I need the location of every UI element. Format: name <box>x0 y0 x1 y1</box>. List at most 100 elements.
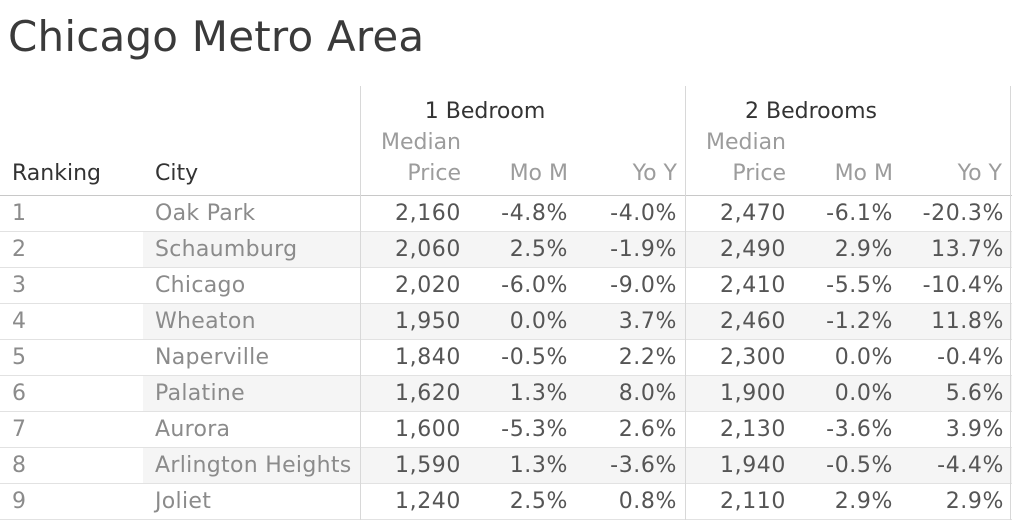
median-price-1br-cell[interactable]: 1,950 <box>360 304 469 339</box>
city-cell[interactable]: Schaumburg <box>143 232 360 267</box>
column-header-ranking[interactable]: Ranking <box>12 161 101 186</box>
yoy-1br-cell[interactable]: 0.8% <box>618 489 677 514</box>
pane-divider <box>685 86 686 520</box>
column-header-yoy-2br[interactable]: Yo Y <box>957 161 1002 186</box>
ranking-cell[interactable]: 5 <box>12 345 27 370</box>
median-price-2br-cell[interactable]: 2,300 <box>720 345 786 370</box>
group-header-1-bedroom[interactable]: 1 Bedroom <box>424 98 546 124</box>
group-header-spacer <box>0 86 360 130</box>
city-cell[interactable]: Arlington Heights <box>143 448 360 483</box>
mom-2br-cell[interactable]: -3.6% <box>826 417 893 442</box>
mom-2br-cell[interactable]: 0.0% <box>834 345 893 370</box>
city-cell[interactable]: Wheaton <box>143 304 360 339</box>
table-row: 1 Oak Park 2,160 -4.8% -4.0% 2,470 -6.1%… <box>0 196 1012 232</box>
median-price-1br-cell[interactable]: 2,160 <box>395 201 461 226</box>
yoy-1br-cell[interactable]: 2.2% <box>618 345 677 370</box>
ranking-cell[interactable]: 1 <box>12 201 27 226</box>
yoy-1br-cell[interactable]: -1.9% <box>576 232 685 267</box>
mom-2br-cell[interactable]: 2.9% <box>794 232 901 267</box>
median-price-2br-cell[interactable]: 1,900 <box>685 376 794 411</box>
mom-1br-cell[interactable]: 2.5% <box>509 489 568 514</box>
median-price-2br-cell[interactable]: 2,130 <box>720 417 786 442</box>
yoy-1br-cell[interactable]: -9.0% <box>610 273 677 298</box>
mom-1br-cell[interactable]: 2.5% <box>469 232 576 267</box>
yoy-1br-cell[interactable]: 3.7% <box>576 304 685 339</box>
table-row: 7 Aurora 1,600 -5.3% 2.6% 2,130 -3.6% 3.… <box>0 412 1012 448</box>
median-price-1br-cell[interactable]: 2,020 <box>395 273 461 298</box>
yoy-2br-cell[interactable]: -4.4% <box>901 448 1012 483</box>
city-cell[interactable]: Naperville <box>155 345 270 370</box>
pane-divider <box>1010 86 1011 520</box>
mom-2br-cell[interactable]: -6.1% <box>826 201 893 226</box>
mom-1br-cell[interactable]: -4.8% <box>501 201 568 226</box>
yoy-2br-cell[interactable]: -20.3% <box>922 201 1004 226</box>
yoy-2br-cell[interactable]: 2.9% <box>945 489 1004 514</box>
ranking-cell[interactable]: 7 <box>12 417 27 442</box>
city-cell[interactable]: Aurora <box>155 417 231 442</box>
column-header-mom-1br[interactable]: Mo M <box>509 161 568 186</box>
table-row: 2 Schaumburg 2,060 2.5% -1.9% 2,490 2.9%… <box>0 232 1012 268</box>
column-header-median-price-2br[interactable]: Median Price <box>685 130 794 195</box>
median-price-1br-cell[interactable]: 1,840 <box>395 345 461 370</box>
median-price-2br-cell[interactable]: 2,490 <box>685 232 794 267</box>
median-price-1br-cell[interactable]: 1,590 <box>360 448 469 483</box>
column-header-median-price-1br[interactable]: Median Price <box>360 130 469 195</box>
median-price-2br-cell[interactable]: 2,470 <box>720 201 786 226</box>
yoy-1br-cell[interactable]: 8.0% <box>576 376 685 411</box>
median-price-1br-cell[interactable]: 1,600 <box>395 417 461 442</box>
mom-1br-cell[interactable]: -0.5% <box>501 345 568 370</box>
city-cell[interactable]: Oak Park <box>155 201 256 226</box>
yoy-1br-cell[interactable]: -3.6% <box>576 448 685 483</box>
column-header-yoy-1br[interactable]: Yo Y <box>632 161 677 186</box>
median-line: Median <box>705 130 786 155</box>
table-row: 9 Joliet 1,240 2.5% 0.8% 2,110 2.9% 2.9% <box>0 484 1012 520</box>
pane-divider <box>360 86 361 520</box>
table-row: 8 Arlington Heights 1,590 1.3% -3.6% 1,9… <box>0 448 1012 484</box>
median-price-1br-cell[interactable]: 1,240 <box>395 489 461 514</box>
ranking-cell[interactable]: 3 <box>12 273 27 298</box>
table-row: 6 Palatine 1,620 1.3% 8.0% 1,900 0.0% 5.… <box>0 376 1012 412</box>
median-line: Median <box>380 130 461 155</box>
mom-1br-cell[interactable]: -5.3% <box>501 417 568 442</box>
page-title: Chicago Metro Area <box>8 12 425 61</box>
ranking-cell[interactable]: 4 <box>12 309 27 334</box>
column-header-mom-2br[interactable]: Mo M <box>834 161 893 186</box>
median-price-2br-cell[interactable]: 2,410 <box>720 273 786 298</box>
ranking-cell[interactable]: 9 <box>12 489 27 514</box>
price-line: Price <box>732 161 786 186</box>
median-price-2br-cell[interactable]: 2,460 <box>685 304 794 339</box>
yoy-2br-cell[interactable]: 11.8% <box>901 304 1012 339</box>
table-row: 5 Naperville 1,840 -0.5% 2.2% 2,300 0.0%… <box>0 340 1012 376</box>
table-row: 4 Wheaton 1,950 0.0% 3.7% 2,460 -1.2% 11… <box>0 304 1012 340</box>
ranking-cell[interactable]: 8 <box>12 453 27 478</box>
yoy-2br-cell[interactable]: -0.4% <box>937 345 1004 370</box>
mom-2br-cell[interactable]: 2.9% <box>834 489 893 514</box>
median-price-1br-cell[interactable]: 1,620 <box>360 376 469 411</box>
yoy-1br-cell[interactable]: -4.0% <box>610 201 677 226</box>
yoy-2br-cell[interactable]: 5.6% <box>901 376 1012 411</box>
yoy-2br-cell[interactable]: -10.4% <box>922 273 1004 298</box>
yoy-1br-cell[interactable]: 2.6% <box>618 417 677 442</box>
ranking-cell[interactable]: 6 <box>12 381 27 406</box>
city-cell[interactable]: Chicago <box>155 273 246 298</box>
mom-1br-cell[interactable]: -6.0% <box>501 273 568 298</box>
mom-1br-cell[interactable]: 1.3% <box>469 376 576 411</box>
median-price-1br-cell[interactable]: 2,060 <box>360 232 469 267</box>
yoy-2br-cell[interactable]: 13.7% <box>901 232 1012 267</box>
mom-1br-cell[interactable]: 1.3% <box>469 448 576 483</box>
column-header-row: Ranking City Median Price Mo M Yo Y Medi… <box>0 130 1012 196</box>
mom-2br-cell[interactable]: -0.5% <box>794 448 901 483</box>
yoy-2br-cell[interactable]: 3.9% <box>945 417 1004 442</box>
mom-2br-cell[interactable]: -5.5% <box>826 273 893 298</box>
column-header-city[interactable]: City <box>155 161 199 186</box>
median-price-2br-cell[interactable]: 1,940 <box>685 448 794 483</box>
ranking-cell[interactable]: 2 <box>12 237 27 262</box>
median-price-2br-cell[interactable]: 2,110 <box>720 489 786 514</box>
city-cell[interactable]: Palatine <box>143 376 360 411</box>
group-header-2-bedrooms[interactable]: 2 Bedrooms <box>745 98 877 124</box>
mom-2br-cell[interactable]: -1.2% <box>794 304 901 339</box>
city-cell[interactable]: Joliet <box>155 489 212 514</box>
table-row: 3 Chicago 2,020 -6.0% -9.0% 2,410 -5.5% … <box>0 268 1012 304</box>
mom-2br-cell[interactable]: 0.0% <box>794 376 901 411</box>
mom-1br-cell[interactable]: 0.0% <box>469 304 576 339</box>
